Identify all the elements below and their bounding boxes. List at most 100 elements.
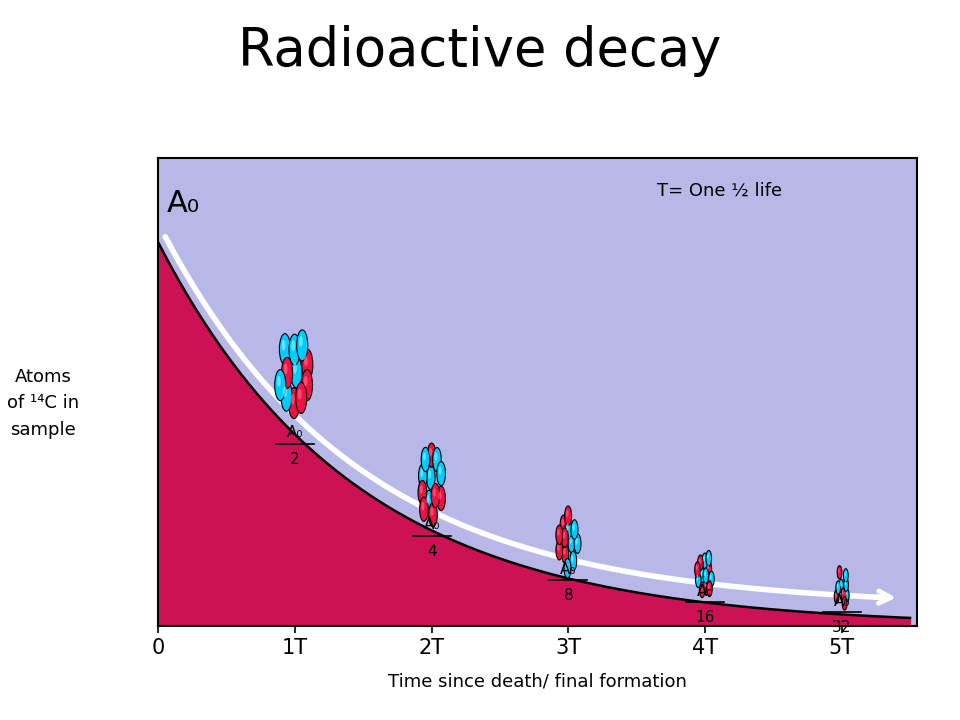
Circle shape — [423, 452, 426, 461]
Circle shape — [708, 564, 709, 570]
Text: 16: 16 — [695, 610, 714, 625]
Circle shape — [566, 524, 568, 531]
Circle shape — [569, 552, 577, 571]
Circle shape — [283, 387, 287, 397]
Circle shape — [430, 508, 433, 516]
Circle shape — [836, 581, 841, 594]
Circle shape — [708, 554, 709, 559]
Circle shape — [834, 590, 839, 603]
Circle shape — [281, 380, 292, 411]
Circle shape — [572, 523, 575, 531]
Circle shape — [418, 480, 426, 505]
Circle shape — [568, 533, 575, 553]
Circle shape — [571, 555, 573, 562]
Circle shape — [839, 579, 844, 593]
Circle shape — [845, 572, 846, 576]
Circle shape — [419, 464, 427, 488]
Circle shape — [574, 534, 581, 554]
Circle shape — [563, 532, 565, 539]
Circle shape — [845, 589, 849, 602]
Circle shape — [699, 567, 705, 583]
Circle shape — [843, 600, 845, 604]
Text: Atoms
of ¹⁴C in
sample: Atoms of ¹⁴C in sample — [7, 368, 80, 438]
Text: A₀: A₀ — [423, 518, 440, 532]
Circle shape — [562, 544, 568, 564]
Circle shape — [706, 550, 711, 566]
Circle shape — [704, 582, 706, 588]
Circle shape — [837, 584, 838, 588]
Circle shape — [569, 537, 572, 544]
Circle shape — [289, 387, 300, 418]
Circle shape — [439, 491, 442, 500]
Text: 32: 32 — [832, 620, 852, 635]
Text: A₀: A₀ — [167, 189, 200, 218]
Circle shape — [703, 568, 708, 583]
Circle shape — [701, 585, 703, 590]
Circle shape — [433, 488, 436, 497]
Circle shape — [420, 497, 428, 521]
Circle shape — [697, 575, 699, 580]
Circle shape — [698, 555, 703, 570]
Circle shape — [558, 544, 560, 552]
Circle shape — [276, 376, 281, 387]
Circle shape — [695, 562, 700, 577]
Circle shape — [556, 541, 563, 560]
Circle shape — [420, 485, 422, 494]
Circle shape — [701, 571, 703, 576]
Circle shape — [696, 565, 698, 570]
Circle shape — [428, 470, 431, 479]
Circle shape — [706, 562, 711, 577]
Circle shape — [426, 465, 435, 490]
Text: 8: 8 — [564, 588, 573, 603]
Circle shape — [429, 448, 432, 456]
Circle shape — [275, 369, 286, 400]
Circle shape — [429, 503, 438, 527]
Circle shape — [291, 394, 295, 405]
Circle shape — [281, 357, 293, 388]
Circle shape — [556, 525, 563, 544]
Circle shape — [703, 579, 708, 595]
Circle shape — [571, 520, 578, 539]
Circle shape — [301, 349, 313, 380]
Circle shape — [845, 581, 847, 585]
Circle shape — [298, 389, 301, 400]
Circle shape — [291, 341, 295, 351]
Circle shape — [837, 566, 842, 579]
Circle shape — [565, 562, 567, 570]
Text: 4: 4 — [427, 544, 437, 559]
Circle shape — [700, 582, 705, 598]
Circle shape — [840, 582, 842, 587]
Circle shape — [434, 452, 438, 461]
Circle shape — [564, 506, 571, 526]
Circle shape — [304, 356, 308, 366]
Circle shape — [695, 572, 701, 588]
Circle shape — [297, 330, 308, 361]
Text: 2: 2 — [290, 452, 300, 467]
Circle shape — [420, 469, 423, 477]
Circle shape — [437, 486, 445, 510]
Circle shape — [424, 490, 433, 514]
Circle shape — [703, 556, 705, 562]
Circle shape — [301, 369, 313, 401]
Text: A₀: A₀ — [287, 426, 303, 441]
Circle shape — [427, 443, 436, 467]
Circle shape — [835, 593, 837, 598]
Circle shape — [842, 590, 844, 595]
Circle shape — [437, 462, 445, 486]
Circle shape — [564, 520, 572, 539]
Circle shape — [575, 538, 578, 544]
Circle shape — [709, 575, 711, 580]
Circle shape — [566, 510, 568, 517]
Circle shape — [844, 569, 849, 582]
Circle shape — [841, 588, 846, 601]
Circle shape — [291, 357, 301, 388]
Circle shape — [299, 336, 302, 347]
Text: A₀: A₀ — [560, 562, 577, 577]
Circle shape — [838, 568, 840, 573]
X-axis label: Time since death/ final formation: Time since death/ final formation — [388, 672, 687, 690]
Circle shape — [303, 376, 307, 387]
Circle shape — [562, 519, 564, 526]
Circle shape — [433, 448, 442, 472]
Circle shape — [702, 553, 708, 569]
Circle shape — [557, 529, 560, 536]
